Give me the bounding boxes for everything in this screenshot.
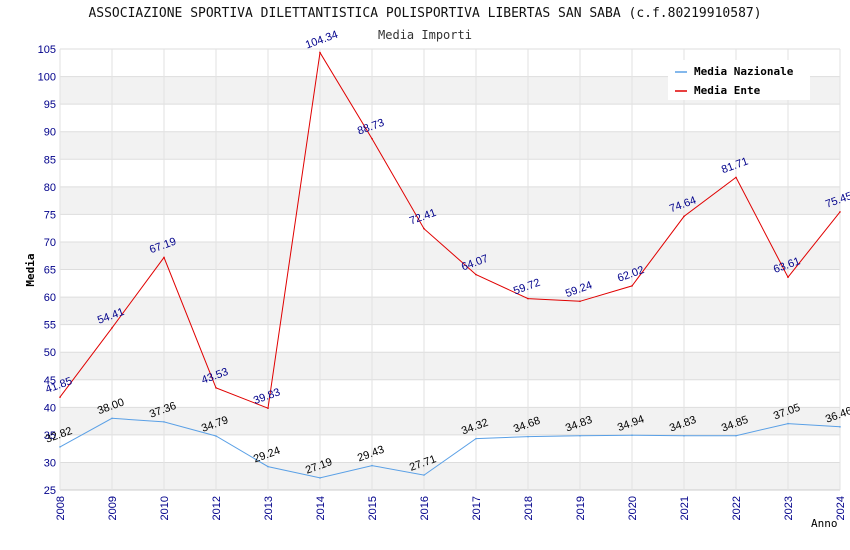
- x-tick-label: 2008: [55, 496, 67, 520]
- data-point-nazionale: [423, 474, 425, 476]
- x-tick-label: 2010: [159, 496, 171, 520]
- x-tick-label: 2023: [783, 496, 795, 520]
- x-tick-label: 2021: [679, 496, 691, 520]
- data-point-ente: [475, 273, 477, 276]
- data-point-ente: [423, 227, 425, 230]
- chart-title: ASSOCIAZIONE SPORTIVA DILETTANTISTICA PO…: [88, 6, 762, 21]
- data-point-nazionale: [683, 435, 685, 437]
- x-axis-ticks: 2008 2009 2010 2012 2013 2014 2015 2016 2017 2018…: [55, 496, 847, 520]
- x-tick-label: 2019: [575, 496, 587, 520]
- data-point-nazionale: [319, 477, 321, 479]
- x-tick-label: 2014: [315, 496, 327, 520]
- y-tick-label: 70: [44, 237, 56, 249]
- data-point-ente: [59, 396, 61, 398]
- data-point-nazionale: [787, 422, 789, 425]
- data-point-nazionale: [371, 464, 373, 467]
- y-tick-label: 100: [38, 72, 56, 84]
- data-point-ente: [631, 285, 633, 287]
- y-tick-label: 75: [44, 209, 56, 221]
- x-tick-label: 2020: [627, 496, 639, 520]
- grid-band: [60, 379, 840, 408]
- chart-subtitle: Media Importi: [378, 28, 472, 42]
- data-point-nazionale: [579, 435, 581, 437]
- y-tick-label: 95: [44, 99, 56, 111]
- data-point-nazionale: [475, 437, 477, 440]
- data-point-ente: [527, 297, 529, 300]
- y-gridlines: [59, 48, 841, 491]
- x-tick-label: 2016: [419, 496, 431, 520]
- x-tick-label: 2009: [107, 496, 119, 520]
- y-axis-ticks: 25 30 35 40 45 50 55 60 65 70 75 80 85 90 95 100 105: [38, 44, 56, 497]
- data-point-nazionale: [735, 434, 737, 437]
- data-point-nazionale: [215, 435, 217, 437]
- legend: Media Nazionale Media Ente: [668, 60, 810, 100]
- data-point-ente: [163, 256, 165, 259]
- legend-label-ente: Media Ente: [694, 84, 761, 97]
- grid-band: [60, 159, 840, 187]
- data-point-nazionale: [527, 435, 529, 438]
- legend-label-nazionale: Media Nazionale: [694, 65, 794, 78]
- grid-band: [60, 434, 840, 463]
- grid-band: [60, 186, 840, 215]
- y-tick-label: 60: [44, 292, 56, 304]
- data-point-ente: [319, 51, 321, 54]
- y-tick-label: 30: [44, 457, 56, 469]
- data-point-nazionale: [267, 465, 269, 468]
- data-point-nazionale: [163, 421, 165, 423]
- series-line-ente: [59, 51, 841, 409]
- x-tick-label: 2015: [367, 496, 379, 520]
- x-tick-label: 2012: [211, 496, 223, 520]
- grid-band: [60, 462, 840, 490]
- series-line-nazionale: [59, 417, 841, 479]
- legend-box: [668, 60, 810, 100]
- y-tick-label: 105: [38, 44, 56, 56]
- y-tick-label: 80: [44, 182, 56, 194]
- data-label-ente: 104.34: [304, 29, 340, 52]
- y-axis-label: Media: [24, 253, 37, 286]
- data-point-ente: [839, 211, 841, 213]
- y-tick-label: 40: [44, 402, 56, 414]
- grid-band: [60, 407, 840, 435]
- y-tick-label: 35: [44, 430, 56, 442]
- series-lines: [59, 51, 841, 479]
- data-point-ente: [215, 387, 217, 389]
- data-point-ente: [111, 327, 113, 329]
- grid-bands: [60, 49, 840, 490]
- x-axis-label: Anno: [811, 517, 838, 530]
- grid-band: [60, 131, 840, 160]
- y-tick-label: 50: [44, 347, 56, 359]
- data-point-nazionale: [631, 434, 633, 437]
- y-tick-label: 90: [44, 127, 56, 139]
- y-tick-label: 65: [44, 265, 56, 277]
- data-point-nazionale: [839, 426, 841, 428]
- grid-band: [60, 297, 840, 325]
- y-tick-label: 85: [44, 154, 56, 166]
- data-point-ente: [683, 215, 685, 218]
- data-point-ente: [787, 276, 789, 278]
- y-tick-label: 55: [44, 320, 56, 332]
- x-tick-label: 2024: [835, 496, 847, 520]
- grid-band: [60, 241, 840, 270]
- grid-band: [60, 324, 840, 353]
- data-point-nazionale: [111, 417, 113, 420]
- grid-band: [60, 269, 840, 298]
- data-point-ente: [579, 300, 581, 303]
- data-point-nazionale: [59, 446, 61, 448]
- x-tick-label: 2022: [731, 496, 743, 520]
- grid-band: [60, 104, 840, 132]
- x-tick-label: 2017: [471, 496, 483, 520]
- data-point-ente: [371, 137, 373, 140]
- grid-band: [60, 214, 840, 242]
- y-tick-label: 25: [44, 485, 56, 497]
- x-tick-label: 2013: [263, 496, 275, 520]
- data-point-ente: [267, 407, 269, 410]
- x-tick-label: 2018: [523, 496, 535, 520]
- y-tick-label: 45: [44, 375, 56, 387]
- data-point-ente: [735, 176, 737, 179]
- grid-band: [60, 352, 840, 380]
